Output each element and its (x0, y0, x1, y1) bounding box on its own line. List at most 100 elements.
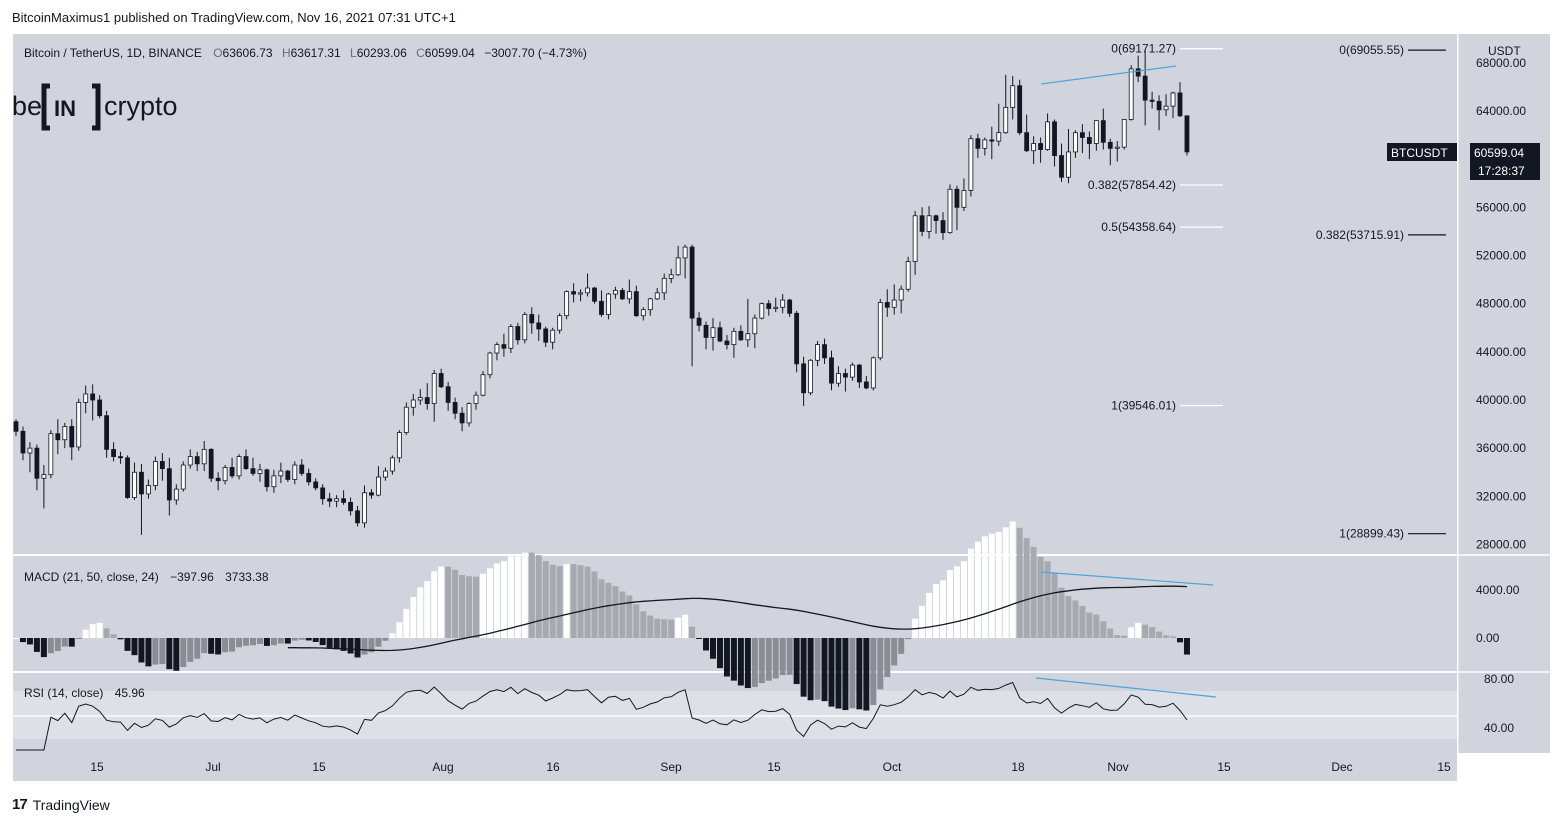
macd-histogram-bar (145, 638, 152, 667)
candle-body (1184, 115, 1190, 153)
rsi-legend: RSI (14, close) 45.96 (24, 686, 145, 700)
macd-histogram-bar (194, 638, 201, 659)
macd-histogram-bar (549, 564, 556, 638)
candle-body (550, 329, 556, 343)
macd-histogram-bar (26, 638, 33, 645)
candle-body (139, 471, 144, 495)
footer: 17 TradingView (12, 796, 110, 813)
price-tag-value: 60599.04 (1474, 146, 1524, 160)
candle-body (975, 138, 981, 149)
macd-histogram-bar (570, 564, 577, 638)
high-prefix: H (282, 46, 291, 60)
candle-body (863, 381, 869, 389)
candle-body (166, 468, 172, 501)
macd-histogram-bar (159, 638, 166, 665)
macd-histogram-bar (884, 638, 891, 678)
candle-body (745, 333, 751, 341)
close-prefix: C (416, 46, 425, 60)
macd-histogram-bar (988, 533, 995, 638)
candle-body (759, 303, 765, 319)
candle-body (731, 330, 737, 346)
candle-body (905, 261, 911, 290)
fib-level-label-short: 0.5(54358.64) (1101, 220, 1176, 234)
candle-body (41, 474, 47, 479)
candle-body (459, 412, 465, 424)
macd-histogram-bar (765, 638, 772, 681)
macd-histogram-bar (779, 638, 786, 676)
fib-level-label-short: 0.382(57854.42) (1088, 178, 1176, 192)
candle-body (668, 274, 674, 279)
macd-histogram-bar (946, 570, 953, 638)
macd-histogram-bar (661, 619, 668, 638)
macd-histogram-bar (598, 579, 605, 638)
current-price-tag: BTCUSDT 60599.04 17:28:37 (1387, 143, 1540, 180)
macd-histogram-bar (96, 622, 103, 638)
candle-body (257, 469, 263, 474)
macd-histogram-bar (1072, 600, 1079, 638)
time-tick-label: Aug (432, 760, 453, 774)
macd-histogram-bar (514, 556, 521, 638)
candle-body (724, 340, 730, 346)
candle-body (543, 328, 549, 343)
publish-info: BitcoinMaximus1 published on TradingView… (12, 10, 456, 25)
candle-body (585, 287, 590, 294)
macd-histogram-bar (1128, 627, 1135, 638)
macd-histogram-bar (556, 566, 563, 638)
macd-histogram-bar (953, 566, 960, 638)
currency-label: USDT (1488, 44, 1521, 58)
candle-body (801, 363, 807, 394)
candle-body (1045, 121, 1050, 150)
macd-value-2: 3733.38 (225, 570, 269, 584)
candle-body (815, 344, 820, 361)
macd-histogram-bar (368, 638, 375, 653)
macd-histogram-bar (828, 638, 835, 707)
candle-body (438, 373, 444, 388)
candle-body (696, 317, 702, 326)
macd-histogram-bar (877, 638, 884, 690)
price-axis[interactable]: 68000.0064000.0060000.0056000.0052000.00… (1476, 56, 1526, 735)
macd-histogram-bar (256, 638, 263, 644)
macd-histogram-bar (814, 638, 821, 700)
time-axis[interactable]: 15 Jul 15 Aug 16 Sep 15 Oct 18 Nov 15 Dec 15 (90, 760, 1451, 774)
candle-body (850, 364, 855, 378)
candle-body (1017, 85, 1023, 134)
candle-body (152, 461, 158, 486)
macd-histogram-bar (960, 561, 967, 638)
candle-body (1142, 75, 1148, 101)
candle-body (710, 327, 716, 338)
macd-histogram-bar (486, 568, 493, 638)
candle-body (738, 330, 744, 341)
macd-histogram-bar (689, 626, 696, 638)
macd-histogram-bar (236, 638, 243, 648)
candle-body (187, 456, 193, 466)
macd-histogram-bar (1121, 635, 1128, 638)
candle-body (898, 288, 904, 301)
macd-histogram-bar (319, 638, 326, 646)
candle-body (836, 373, 841, 384)
macd-histogram-bar (863, 638, 870, 711)
price-tick-label: 32000.00 (1476, 489, 1526, 503)
macd-histogram-bar (312, 638, 319, 643)
candle-body (1052, 121, 1057, 156)
macd-histogram-bar (940, 580, 947, 638)
price-tick-label: 28000.00 (1476, 538, 1526, 552)
candle-body (222, 467, 228, 482)
candle-body (843, 373, 848, 378)
candle-body (536, 322, 542, 330)
macd-histogram-bar (696, 638, 703, 639)
macd-histogram-bar (563, 564, 570, 638)
macd-histogram-bar (856, 638, 863, 710)
macd-histogram-bar (89, 624, 96, 638)
symbol-legend: Bitcoin / TetherUS, 1D, BINANCE O63606.7… (24, 46, 587, 60)
macd-histogram-bar (730, 638, 737, 681)
candle-body (173, 488, 179, 501)
candle-body (1163, 105, 1169, 111)
candle-body (278, 470, 284, 477)
macd-histogram-bar (459, 574, 466, 638)
rsi-band (13, 691, 1457, 739)
candle-body (118, 456, 123, 459)
candle-body (90, 393, 96, 401)
candle-body (132, 471, 137, 498)
candle-body (1093, 120, 1099, 144)
